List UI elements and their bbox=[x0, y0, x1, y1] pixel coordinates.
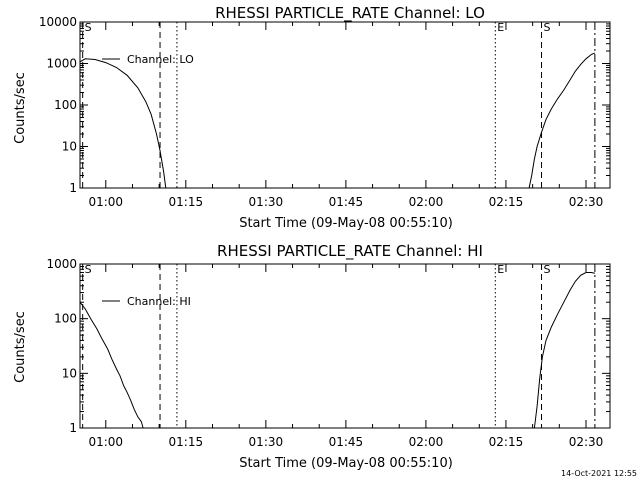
hi-y-axis-label: Counts/sec bbox=[13, 311, 28, 383]
hi-event-marker-label: S bbox=[85, 263, 92, 276]
hi-y-tick-label: 1 bbox=[69, 421, 77, 435]
lo-y-tick-label: 10000 bbox=[39, 15, 77, 29]
lo-x-tick-label: 02:00 bbox=[409, 195, 444, 209]
lo-x-tick-label: 02:15 bbox=[489, 195, 524, 209]
lo-event-marker-label: S bbox=[544, 21, 551, 34]
hi-x-tick-label: 02:30 bbox=[569, 435, 604, 449]
hi-plot-frame bbox=[79, 263, 611, 429]
lo-x-axis-label: Start Time (09-May-08 00:55:10) bbox=[239, 216, 453, 231]
hi-x-tick-label: 01:45 bbox=[329, 435, 364, 449]
hi-y-tick-label: 10 bbox=[62, 366, 77, 380]
lo-series-line bbox=[79, 58, 167, 189]
hi-x-tick-label: 01:15 bbox=[169, 435, 204, 449]
lo-y-tick-label: 100 bbox=[54, 98, 77, 112]
generation-timestamp: 14-Oct-2021 12:55 bbox=[561, 469, 637, 478]
hi-y-tick-label: 1000 bbox=[46, 257, 77, 271]
lo-x-tick-label: 01:30 bbox=[249, 195, 284, 209]
lo-event-marker-label: E bbox=[497, 21, 504, 34]
hi-legend-label: Channel: HI bbox=[127, 295, 191, 308]
lo-x-tick-label: 01:15 bbox=[169, 195, 204, 209]
hi-chart-title: RHESSI PARTICLE_RATE Channel: HI bbox=[217, 242, 483, 261]
lo-channel-panel: RHESSI PARTICLE_RATE Channel: LO Start T… bbox=[13, 4, 611, 231]
lo-event-marker-label: S bbox=[85, 21, 92, 34]
lo-x-tick-label: 01:45 bbox=[329, 195, 364, 209]
lo-chart-title: RHESSI PARTICLE_RATE Channel: LO bbox=[215, 4, 485, 23]
lo-x-tick-label: 01:00 bbox=[88, 195, 123, 209]
lo-x-tick-label: 02:30 bbox=[569, 195, 604, 209]
hi-channel-panel: RHESSI PARTICLE_RATE Channel: HI Start T… bbox=[13, 242, 611, 471]
lo-y-tick-label: 1000 bbox=[46, 57, 77, 71]
lo-plot-frame bbox=[79, 21, 611, 189]
hi-series-line bbox=[533, 272, 595, 429]
hi-x-tick-label: 01:00 bbox=[88, 435, 123, 449]
lo-y-axis-label: Counts/sec bbox=[13, 72, 28, 144]
hi-x-tick-label: 01:30 bbox=[249, 435, 284, 449]
lo-y-tick-label: 10 bbox=[62, 140, 77, 154]
lo-series-line bbox=[528, 52, 596, 189]
lo-y-tick-label: 1 bbox=[69, 181, 77, 195]
hi-x-axis-label: Start Time (09-May-08 00:55:10) bbox=[239, 456, 453, 471]
hi-x-tick-label: 02:00 bbox=[409, 435, 444, 449]
hi-series-line bbox=[79, 301, 144, 429]
hi-y-tick-label: 100 bbox=[54, 312, 77, 326]
hi-event-marker-label: S bbox=[544, 263, 551, 276]
lo-legend-label: Channel: LO bbox=[127, 53, 194, 66]
hi-event-marker-label: E bbox=[497, 263, 504, 276]
hi-x-tick-label: 02:15 bbox=[489, 435, 524, 449]
